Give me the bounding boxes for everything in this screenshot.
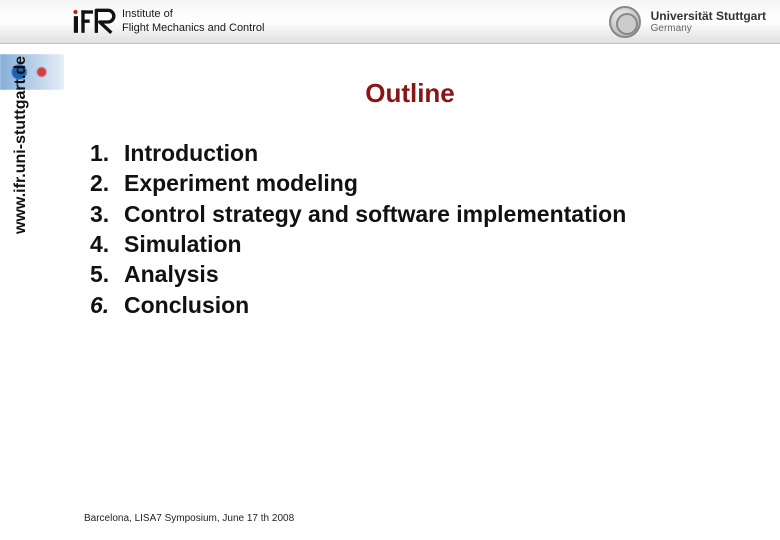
item-text: Introduction	[124, 138, 258, 168]
list-item: 4. Simulation	[90, 229, 626, 259]
item-number: 2.	[90, 168, 124, 198]
ifr-logo-icon	[68, 6, 118, 38]
sidebar-url: www.ifr.uni-stuttgart.de	[12, 56, 30, 234]
university-name: Universität Stuttgart	[651, 10, 766, 23]
item-number: 6.	[90, 290, 124, 320]
item-number: 5.	[90, 259, 124, 289]
university-logo-area: Universität Stuttgart Germany	[609, 4, 766, 40]
item-number: 1.	[90, 138, 124, 168]
item-text: Experiment modeling	[124, 168, 358, 198]
slide-title: Outline	[60, 78, 760, 109]
list-item: 2. Experiment modeling	[90, 168, 626, 198]
list-item: 3. Control strategy and software impleme…	[90, 199, 626, 229]
item-text: Simulation	[124, 229, 242, 259]
institute-name: Institute of Flight Mechanics and Contro…	[122, 8, 264, 36]
institute-line1: Institute of	[122, 8, 264, 22]
slide: Institute of Flight Mechanics and Contro…	[0, 0, 780, 540]
item-text: Control strategy and software implementa…	[124, 199, 626, 229]
item-text: Analysis	[124, 259, 219, 289]
footer-text: Barcelona, LISA7 Symposium, June 17 th 2…	[84, 513, 294, 524]
sidebar: www.ifr.uni-stuttgart.de	[0, 44, 28, 540]
item-text: Conclusion	[124, 290, 249, 320]
university-ring-icon	[609, 6, 641, 38]
sidebar-decorative-image	[0, 54, 64, 90]
list-item: 6. Conclusion	[90, 290, 626, 320]
university-text: Universität Stuttgart Germany	[651, 10, 766, 34]
list-item: 1. Introduction	[90, 138, 626, 168]
list-item: 5. Analysis	[90, 259, 626, 289]
institute-line2: Flight Mechanics and Control	[122, 22, 264, 36]
item-number: 4.	[90, 229, 124, 259]
university-country: Germany	[651, 23, 766, 34]
outline-list: 1. Introduction 2. Experiment modeling 3…	[90, 138, 626, 320]
item-number: 3.	[90, 199, 124, 229]
header-bar: Institute of Flight Mechanics and Contro…	[0, 0, 780, 44]
